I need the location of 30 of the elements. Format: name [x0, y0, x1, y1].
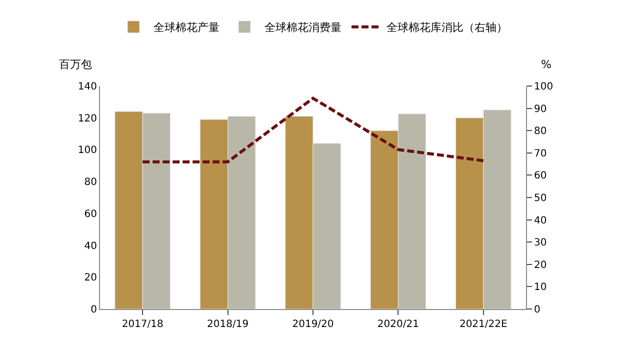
- y2-tick-label: 60: [534, 170, 547, 182]
- y2-tick-label: 70: [534, 148, 547, 160]
- y2-tick-label: 10: [534, 282, 547, 294]
- y2-tick-label: 0: [534, 304, 540, 316]
- legend-label: 全球棉花消费量: [264, 21, 342, 34]
- x-tick-label: 2020/21: [377, 319, 419, 330]
- y2-axis-title: %: [541, 58, 552, 71]
- y2-tick-label: 80: [534, 126, 547, 138]
- y-tick-label: 140: [78, 82, 97, 92]
- x-tick-label: 2019/20: [292, 319, 334, 330]
- y-tick-label: 120: [78, 113, 97, 124]
- y-tick-label: 80: [84, 177, 97, 188]
- y-tick-label: 20: [84, 272, 97, 284]
- y2-tick-label: 90: [534, 104, 547, 115]
- legend-label: 全球棉花产量: [154, 21, 220, 34]
- legend-label: 全球棉花库消比（右轴）: [386, 21, 508, 34]
- x-tick-label: 2017/18: [122, 319, 164, 330]
- x-tick-label: 2021/22E: [459, 319, 508, 330]
- y2-tick-label: 30: [534, 238, 547, 249]
- y-tick-label: 0: [90, 304, 97, 316]
- y2-tick-label: 40: [534, 215, 547, 226]
- y-tick-label: 40: [84, 240, 97, 252]
- y2-tick-label: 100: [534, 82, 554, 92]
- y2-tick-label: 50: [534, 193, 547, 204]
- y-axis-title: 百万包: [59, 58, 92, 71]
- line-series: [141, 96, 485, 164]
- y-tick-label: 60: [84, 208, 97, 220]
- x-tick-label: 2018/19: [207, 319, 249, 330]
- y-tick-label: 100: [78, 145, 97, 156]
- y2-tick-label: 20: [534, 260, 547, 271]
